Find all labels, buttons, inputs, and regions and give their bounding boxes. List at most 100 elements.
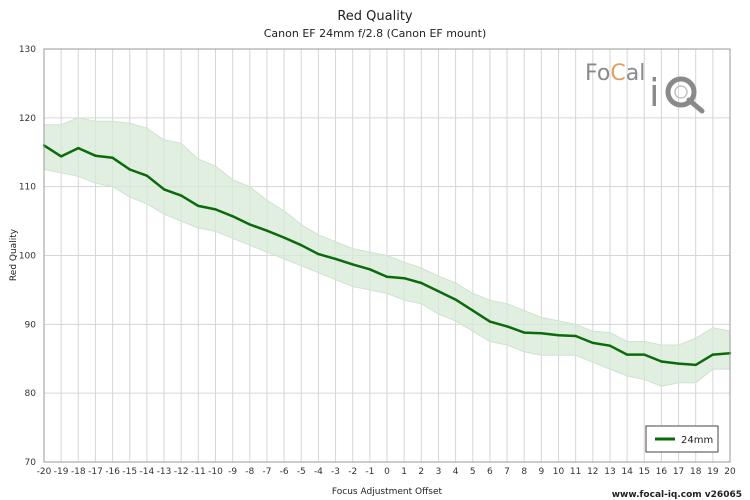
x-tick-label: -9 [228,467,237,477]
y-tick-labels: 70 80 90 100 110 120 130 [19,45,36,468]
x-tick-label: 6 [487,467,493,477]
x-tick-label: 3 [436,467,442,477]
data-point [180,194,183,197]
x-tick-label: 19 [707,467,719,477]
x-tick-label: -19 [54,467,69,477]
data-point [317,252,320,256]
data-point [351,263,354,266]
x-tick-label: 9 [538,467,544,477]
data-point [591,341,594,345]
x-tick-label: -13 [157,467,172,477]
data-point [711,353,715,356]
x-tick-label: -18 [71,467,86,477]
data-point [300,244,303,247]
data-point [334,257,337,261]
legend: 24mm [645,425,719,453]
y-tick-label: 100 [19,252,36,262]
data-point [77,146,80,150]
x-tick-label: -14 [140,467,155,477]
chart-subtitle: Canon EF 24mm f/2.8 (Canon EF mount) [264,27,487,40]
y-tick-label: 110 [19,183,36,193]
x-tick-label: -3 [331,467,340,477]
chart-title: Red Quality [337,9,413,24]
data-point [403,277,406,280]
x-tick-label: -5 [297,467,306,477]
data-point [282,236,286,239]
data-point [471,309,474,312]
data-point [231,215,234,218]
x-tick-label: 14 [621,467,633,477]
x-tick-label: 7 [504,467,510,477]
y-axis-label: Red Quality [9,228,19,281]
x-tick-label: -12 [174,467,189,477]
data-point [505,325,509,328]
x-tick-label: -15 [122,467,137,477]
data-point [540,332,543,335]
x-tick-label: -2 [348,467,357,477]
data-point [454,298,457,301]
focal-iq-logo: FoCal i [585,61,705,115]
logo-q-tail [686,97,705,114]
data-point [94,154,97,157]
x-tick-label: -11 [191,467,206,477]
logo-target-icon [674,85,688,99]
data-point [694,363,697,367]
legend-label-24mm: 24mm [681,435,713,446]
x-tick-label: -4 [314,467,323,477]
logo-focal-text: FoCal [585,61,645,86]
y-tick-label: 70 [25,458,37,468]
x-tick-label: -10 [208,467,223,477]
data-point [265,229,269,232]
x-tick-label: -8 [245,467,254,477]
data-point [677,362,680,365]
x-tick-label: 13 [604,467,615,477]
x-tick-label: 8 [521,467,527,477]
x-tick-label: 4 [453,467,459,477]
x-tick-label: -17 [88,467,103,477]
x-axis-label: Focus Adjustment Offset [332,487,443,497]
data-point [60,155,63,158]
data-point [128,168,131,171]
grid [43,48,731,463]
x-tick-label: 18 [690,467,702,477]
data-point [557,334,560,337]
data-point [420,281,423,285]
x-tick-label: 2 [418,467,424,477]
data-point [643,353,646,356]
data-point [214,208,217,211]
data-point [523,331,526,334]
x-tick-label: -1 [365,467,374,477]
x-tick-label: 15 [639,467,650,477]
y-tick-label: 90 [25,320,37,330]
data-point [368,268,371,271]
data-point [145,174,149,177]
logo-iq-text: i [649,71,660,115]
data-point [660,360,663,363]
x-tick-label: 11 [570,467,581,477]
data-point [162,188,166,191]
x-tick-label: -20 [37,467,52,477]
data-point [608,344,612,347]
x-tick-label: -16 [105,467,120,477]
y-tick-label: 120 [19,114,36,124]
x-tick-labels: -20 -19 -18 -17 -16 -15 -14 -13 -12 -11 -10 -9 -8 -7-… [37,467,736,477]
x-tick-label: 5 [470,467,476,477]
x-tick-label: 10 [553,467,565,477]
y-tick-label: 130 [19,45,36,55]
x-tick-label: -7 [262,467,271,477]
footer-credit: www.focal-iq.com v26065 [612,490,742,500]
data-point [574,334,577,338]
data-point [197,204,200,208]
data-point [385,275,389,278]
x-tick-label: -6 [280,467,289,477]
x-tick-label: 17 [673,467,684,477]
x-tick-label: 1 [401,467,407,477]
y-tick-label: 80 [25,389,37,399]
x-tick-label: 16 [656,467,668,477]
x-tick-label: 12 [587,467,598,477]
x-tick-label: 0 [384,467,390,477]
data-point [488,320,492,323]
data-point [111,156,114,159]
x-tick-label: 20 [724,467,736,477]
